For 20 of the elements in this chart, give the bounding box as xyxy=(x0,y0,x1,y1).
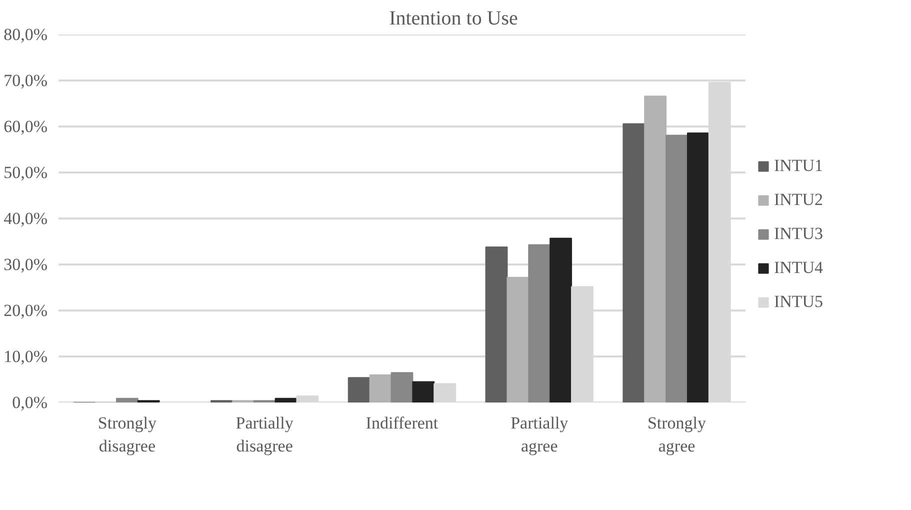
legend-label: INTU4 xyxy=(774,258,824,278)
y-tick-label: 70,0% xyxy=(4,71,48,90)
legend-label: INTU5 xyxy=(774,292,824,312)
y-tick-label: 80,0% xyxy=(4,25,48,44)
y-tick-label: 30,0% xyxy=(4,255,48,274)
y-tick-label: 20,0% xyxy=(4,301,48,320)
legend-label: INTU1 xyxy=(774,156,824,176)
x-tick-label: Strongly disagree xyxy=(98,414,157,456)
y-tick-label: 10,0% xyxy=(4,347,48,366)
y-tick-label: 40,0% xyxy=(4,209,48,228)
chart-title: Intention to Use xyxy=(389,8,518,30)
y-tick-label: 60,0% xyxy=(4,117,48,136)
x-tick-label: Indifferent xyxy=(366,414,438,432)
x-tick-label: Partially disagree xyxy=(236,414,294,456)
legend-label: INTU3 xyxy=(774,224,824,244)
y-tick-label: 0,0% xyxy=(12,393,48,412)
x-tick-label: Partially agree xyxy=(510,414,569,456)
y-tick-label: 50,0% xyxy=(4,163,48,182)
legend-label: INTU2 xyxy=(774,190,824,210)
x-tick-label: Strongly agree xyxy=(647,414,707,456)
